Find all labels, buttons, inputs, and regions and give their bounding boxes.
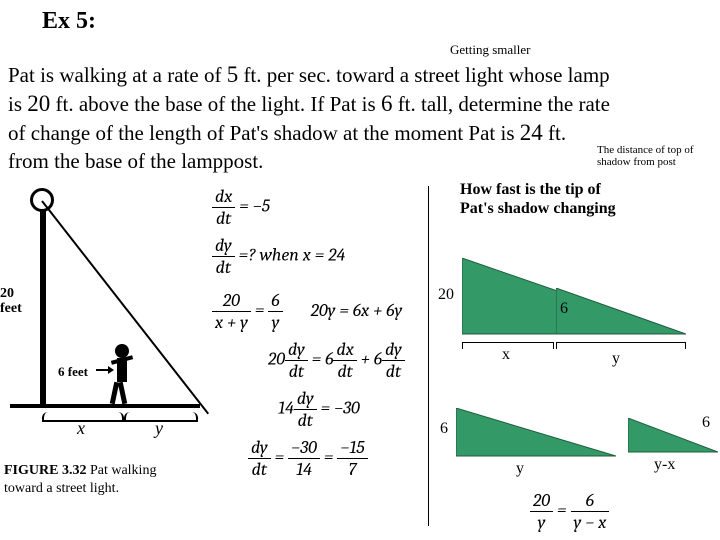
lamp-post xyxy=(40,198,46,404)
num: dy xyxy=(285,339,308,360)
den: x + y xyxy=(212,311,251,333)
rate-value: 5 xyxy=(227,62,239,87)
den: y xyxy=(268,311,282,333)
text: Pat's shadow changing xyxy=(460,200,616,217)
getting-smaller-note: Getting smaller xyxy=(450,42,531,58)
six-feet-arrow-icon xyxy=(96,369,110,371)
x-label: x xyxy=(77,418,85,438)
text: shadow from post xyxy=(597,156,676,168)
label-6b: 6 xyxy=(702,414,710,432)
text: The distance of top of xyxy=(597,144,694,156)
label-6: 6 xyxy=(560,300,568,318)
text: ft. tall, determine the rate xyxy=(392,92,610,116)
label-x: x xyxy=(502,346,510,364)
text: ft. per sec. toward a street light whose… xyxy=(238,63,609,87)
den: dt xyxy=(248,458,271,480)
coef: 20 xyxy=(268,349,285,370)
text: 20 xyxy=(0,286,14,301)
plus: + 6 xyxy=(357,349,382,370)
lamp-height: 20 xyxy=(27,91,50,116)
den: 14 xyxy=(288,458,320,480)
lamp-figure: 20 feet 6 feet x y FIGURE 3.32 Pat walki… xyxy=(0,186,200,526)
num: 20 xyxy=(530,490,553,511)
brace-x: x xyxy=(42,418,120,439)
text: Pat is walking at a rate of xyxy=(8,63,227,87)
triangle-y-icon xyxy=(456,408,616,458)
num: dx xyxy=(212,186,235,207)
den: y − x xyxy=(571,511,610,533)
label-y2: y xyxy=(516,460,524,478)
den: dt xyxy=(333,360,356,382)
rhs: =? when x = 24 xyxy=(235,245,346,266)
bracket-x xyxy=(462,342,554,343)
coef: 14 xyxy=(278,398,294,419)
den: dt xyxy=(382,360,405,382)
num: dy xyxy=(248,437,271,458)
eq: = xyxy=(251,300,268,321)
how-fast-question: How fast is the tip of Pat's shadow chan… xyxy=(460,180,660,218)
eq: = xyxy=(320,447,337,468)
eq: = xyxy=(553,500,570,521)
eq-dydt-unknown: dydt =? when x = 24 xyxy=(212,235,432,278)
text: of change of the length of Pat's shadow … xyxy=(8,121,520,145)
num: dy xyxy=(212,235,235,256)
num: dy xyxy=(382,339,405,360)
math-column: dxdt = −5 dydt =? when x = 24 20x + y = … xyxy=(212,186,432,486)
example-title: Ex 5: xyxy=(42,8,96,35)
num: −15 xyxy=(337,437,367,458)
label-20: 20 xyxy=(438,286,454,304)
text: ft. above the base of the light. If Pat … xyxy=(50,92,381,116)
num: 6 xyxy=(571,490,610,511)
text: is xyxy=(8,92,27,116)
text: feet xyxy=(0,301,22,316)
twenty-feet-label: 20 feet xyxy=(0,286,22,317)
eq-expanded: 20y = 6x + 6y xyxy=(311,300,403,321)
label-6a: 6 xyxy=(440,420,448,438)
text: How fast is the tip of xyxy=(460,181,601,198)
y-label: y xyxy=(155,418,163,438)
den: dt xyxy=(212,207,235,229)
caption-bold: FIGURE 3.32 xyxy=(4,463,86,478)
eq: = xyxy=(271,447,288,468)
num: 20 xyxy=(212,290,251,311)
den: dt xyxy=(294,409,317,431)
pat-height: 6 xyxy=(381,91,393,116)
eq-result: dydt = −3014 = −157 xyxy=(248,437,432,480)
rhs: = −5 xyxy=(235,196,270,217)
num: dx xyxy=(333,339,356,360)
distance-value: 24 xyxy=(520,120,543,145)
rhs: = −30 xyxy=(317,398,360,419)
eq-similar-triangles: 20x + y = 6y 20y = 6x + 6y xyxy=(212,290,432,333)
den: 7 xyxy=(337,458,367,480)
den: dt xyxy=(285,360,308,382)
text: from the base of the lamppost. xyxy=(8,149,263,173)
num: 6 xyxy=(268,290,282,311)
ground-line xyxy=(10,404,200,408)
label-yx: y-x xyxy=(654,456,675,474)
eq: = 6 xyxy=(308,349,334,370)
eq-simplified: 14dydt = −30 xyxy=(278,388,432,431)
label-y: y xyxy=(612,350,620,368)
den: dt xyxy=(212,256,235,278)
eq-dxdt: dxdt = −5 xyxy=(212,186,432,229)
triangle-small-icon xyxy=(556,288,686,336)
six-feet-label: 6 feet xyxy=(58,364,88,380)
eq-derivative: 20dydt = 6dxdt + 6dydt xyxy=(268,339,432,382)
eq-second-ratio: 20y = 6y − x xyxy=(530,490,609,533)
den: y xyxy=(530,511,553,533)
figure-caption: FIGURE 3.32 Pat walking toward a street … xyxy=(4,462,194,497)
person-icon xyxy=(108,344,136,404)
distance-note: The distance of top of shadow from post xyxy=(597,144,712,168)
num: dy xyxy=(294,388,317,409)
bracket-y xyxy=(556,342,686,343)
text: ft. xyxy=(543,121,566,145)
brace-y: y xyxy=(124,418,194,439)
num: −30 xyxy=(288,437,320,458)
